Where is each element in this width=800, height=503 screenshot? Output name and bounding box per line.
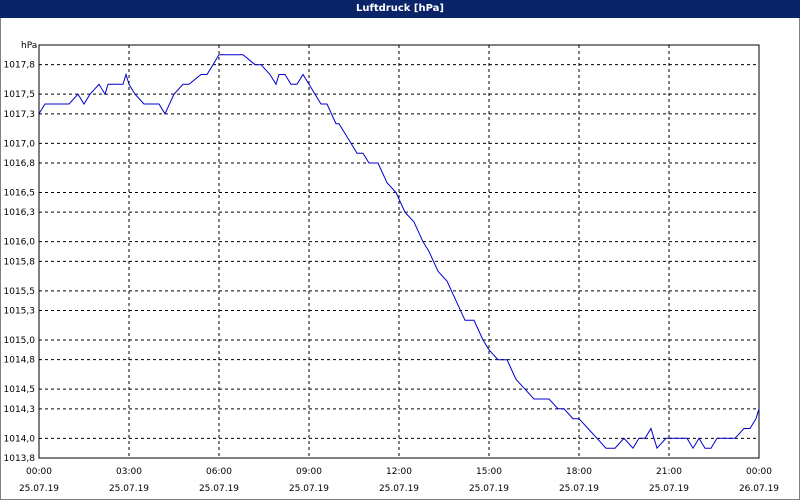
x-tick-date: 25.07.19 — [379, 484, 419, 494]
y-tick-label: 1015,3 — [4, 307, 36, 317]
x-tick-date: 25.07.19 — [19, 484, 59, 494]
y-tick-label: 1014,8 — [4, 356, 36, 366]
x-tick-time: 15:00 — [476, 467, 502, 477]
x-tick-date: 25.07.19 — [109, 484, 149, 494]
x-tick-time: 18:00 — [566, 467, 592, 477]
x-tick-date: 25.07.19 — [469, 484, 509, 494]
x-tick-date: 25.07.19 — [649, 484, 689, 494]
y-tick-label: 1015,0 — [4, 336, 36, 346]
y-tick-label: 1017,3 — [4, 110, 36, 120]
x-tick-date: 25.07.19 — [199, 484, 239, 494]
y-tick-label: 1017,0 — [4, 139, 36, 149]
x-tick-time: 12:00 — [386, 467, 412, 477]
y-tick-label: 1015,8 — [4, 257, 36, 267]
x-tick-time: 09:00 — [296, 467, 322, 477]
x-tick-time: 00:00 — [26, 467, 52, 477]
y-tick-label: 1014,3 — [4, 405, 36, 415]
y-tick-label: 1015,5 — [4, 287, 36, 297]
y-tick-label: 1017,5 — [4, 90, 36, 100]
y-tick-label: 1014,0 — [4, 434, 36, 444]
series-line — [38, 54, 760, 450]
line-chart: 1013,8 1014,0 1014,3 1014,5 1014,8 1015,0 1015… — [4, 41, 780, 494]
y-tick-label: 1016,0 — [4, 238, 36, 248]
x-tick-time: 00:00 — [746, 467, 772, 477]
y-tick-label: 1013,8 — [4, 454, 36, 464]
y-tick-label: 1014,5 — [4, 385, 36, 395]
y-tick-label: 1017,8 — [4, 61, 36, 71]
y-tick-label: 1016,3 — [4, 208, 36, 218]
x-tick-date: 25.07.19 — [289, 484, 329, 494]
x-tick-time: 03:00 — [116, 467, 142, 477]
x-tick-date: 26.07.19 — [739, 484, 779, 494]
x-tick-date: 25.07.19 — [559, 484, 599, 494]
chart-title: Luftdruck [hPa] — [0, 0, 800, 18]
x-tick-time: 06:00 — [206, 467, 232, 477]
y-tick-label: 1016,8 — [4, 159, 36, 169]
x-tick-time: 21:00 — [656, 467, 682, 477]
y-axis-label: hPa — [21, 41, 37, 51]
y-tick-label: 1016,5 — [4, 189, 36, 199]
chart-area: 1013,8 1014,0 1014,3 1014,5 1014,8 1015,0 1015… — [0, 18, 800, 500]
